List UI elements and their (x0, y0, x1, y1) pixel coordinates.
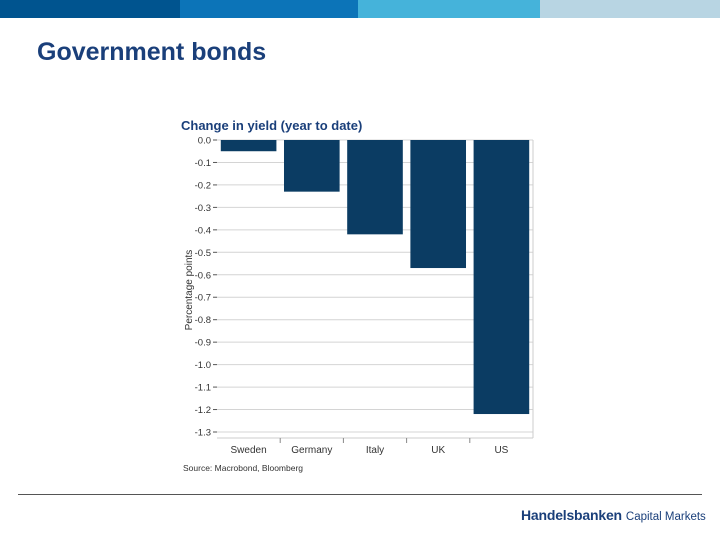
y-tick-label: -0.4 (195, 225, 211, 236)
top-band-segment (0, 0, 180, 18)
bar-germany (283, 140, 340, 192)
page-title: Government bonds (37, 38, 267, 66)
y-tick-label: -0.7 (195, 293, 211, 304)
bottom-divider (18, 494, 702, 495)
y-tick-label: 0.0 (198, 136, 211, 147)
bar-uk (410, 140, 467, 269)
y-tick-label: -1.0 (195, 360, 211, 371)
y-tick-label: -0.6 (195, 270, 211, 281)
x-tick-label: UK (431, 445, 445, 456)
y-tick-label: -1.2 (195, 405, 211, 416)
top-color-band (0, 0, 720, 18)
y-tick-label: -0.3 (195, 203, 211, 214)
chart-source: Source: Macrobond, Bloomberg (183, 463, 303, 473)
y-tick-label: -0.9 (195, 338, 211, 349)
company-logo: Handelsbanken Capital Markets (521, 507, 706, 525)
top-band-segment (180, 0, 358, 18)
bars (220, 140, 530, 415)
top-band-segment (540, 0, 720, 18)
bar-us (473, 140, 530, 415)
logo-main-text: Handelsbanken (521, 507, 622, 523)
logo-sub-text: Capital Markets (625, 511, 706, 523)
x-tick-label: Sweden (231, 445, 267, 456)
y-tick-label: -0.8 (195, 315, 211, 326)
x-tick-label: US (494, 445, 508, 456)
chart-title: Change in yield (year to date) (181, 118, 362, 133)
y-axis-label: Percentage points (184, 250, 195, 331)
x-tick-label: Germany (291, 445, 332, 456)
y-tick-label: -0.2 (195, 180, 211, 191)
y-tick-label: -1.3 (195, 428, 211, 439)
bar-italy (347, 140, 403, 235)
top-band-segment (358, 0, 540, 18)
y-tick-label: -0.1 (195, 158, 211, 169)
x-tick-label: Italy (366, 445, 384, 456)
y-tick-label: -1.1 (195, 383, 211, 394)
x-axis-labels: Sweden Germany Italy UK US (231, 438, 509, 456)
y-tick-label: -0.5 (195, 248, 211, 259)
y-axis-ticks: 0.0 -0.1 -0.2 -0.3 -0.4 -0.5 -0.6 -0.7 -0.8 -0.9 -… (195, 136, 217, 439)
bar-sweden (220, 140, 277, 152)
